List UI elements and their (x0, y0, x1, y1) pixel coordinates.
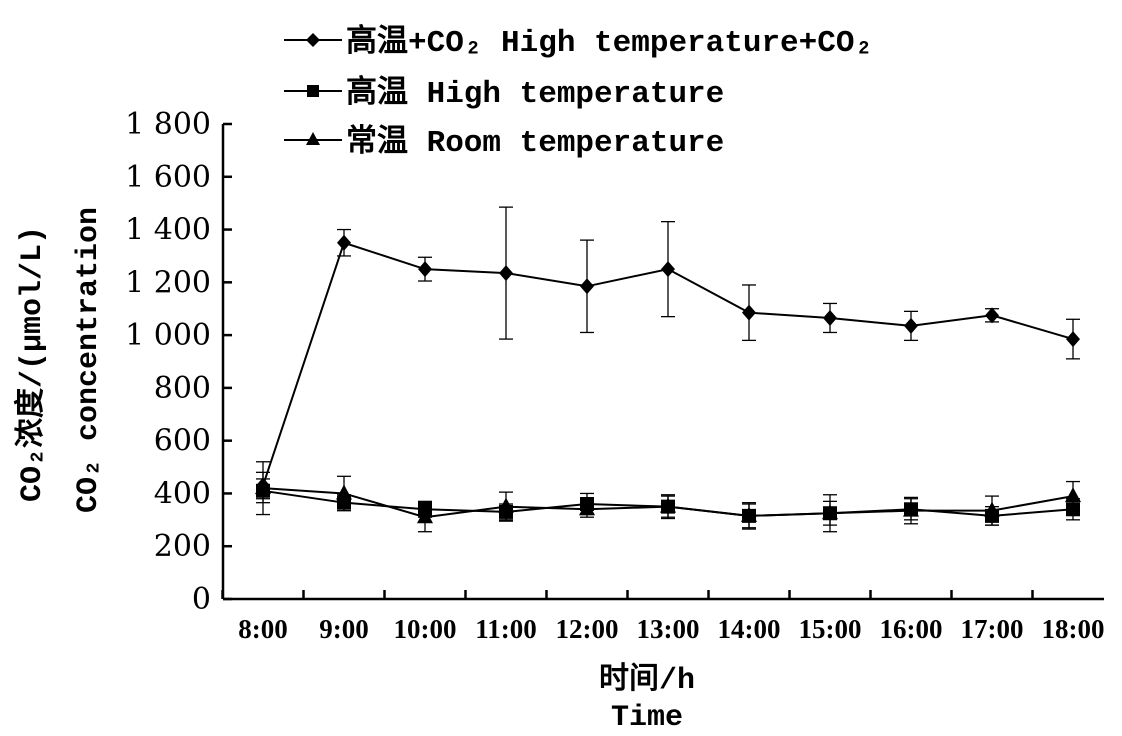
y-tick-label: 0 (192, 582, 211, 617)
series-diamond (256, 206, 1080, 500)
data-point-triangle (336, 484, 352, 500)
y-tick-label: 200 (154, 529, 211, 564)
data-point-triangle (660, 497, 676, 513)
legend-label-high-temp: 高温 High temperature (346, 75, 724, 112)
x-tick-label: 16:00 (880, 614, 943, 644)
data-point-diamond (904, 317, 918, 334)
data-point-diamond (499, 265, 513, 282)
y-tick-label: 1 400 (125, 213, 211, 248)
data-point-diamond (823, 309, 837, 326)
axes (221, 124, 1104, 601)
data-point-triangle (1065, 487, 1081, 503)
x-tick-label: 15:00 (799, 614, 862, 644)
y-tick-label: 1 200 (125, 265, 211, 300)
x-ticks: 8:00 9:00 10:00 11:00 12:00 13:00 14:00 15:00 16… (221, 590, 1105, 644)
data-point-triangle (903, 501, 919, 517)
data-point-triangle (984, 501, 1000, 517)
y-axis-title-english: CO₂ concentration (72, 207, 106, 513)
y-tick-label: 1 800 (125, 107, 211, 142)
legend-item-room-temp: 常温 Room temperature (284, 124, 724, 161)
legend-marker-diamond-icon (306, 33, 320, 47)
y-tick-label: 1 000 (125, 318, 211, 353)
series-layer (255, 206, 1081, 533)
x-axis-title-chinese: 时间/h (599, 662, 695, 698)
x-tick-label: 12:00 (556, 614, 619, 644)
data-point-diamond (661, 261, 675, 278)
data-point-diamond (742, 304, 756, 321)
x-tick-label: 8:00 (238, 614, 288, 644)
data-point-triangle (741, 506, 757, 522)
data-point-diamond (985, 307, 999, 324)
data-point-triangle (255, 479, 271, 495)
data-point-diamond (1066, 331, 1080, 348)
legend: 高温+CO₂ High temperature+CO₂ 高温 High temp… (284, 24, 873, 161)
x-tick-label: 17:00 (961, 614, 1024, 644)
legend-item-high-temp-co2: 高温+CO₂ High temperature+CO₂ (284, 24, 873, 61)
y-axis-title-chinese: CO₂浓度/(μmol/L) (14, 226, 50, 502)
data-point-diamond (337, 234, 351, 251)
legend-item-high-temp: 高温 High temperature (284, 75, 724, 112)
legend-marker-square-icon (307, 85, 319, 97)
x-axis-title-english: Time (611, 701, 683, 735)
y-tick-label: 800 (154, 371, 211, 406)
data-point-triangle (822, 504, 838, 520)
series-triangle (255, 461, 1081, 533)
y-ticks: 0 200 400 600 800 1 000 1 200 1 400 1 600 1 800 (125, 107, 232, 617)
legend-label-room-temp: 常温 Room temperature (346, 124, 724, 161)
legend-label-high-temp-co2: 高温+CO₂ High temperature+CO₂ (346, 24, 873, 61)
y-tick-label: 1 600 (125, 160, 211, 195)
x-tick-label: 10:00 (394, 614, 457, 644)
data-point-diamond (418, 261, 432, 278)
data-point-triangle (417, 508, 433, 524)
x-tick-label: 13:00 (637, 614, 700, 644)
x-tick-label: 18:00 (1042, 614, 1105, 644)
y-tick-label: 400 (154, 476, 211, 511)
x-tick-label: 14:00 (718, 614, 781, 644)
y-tick-label: 600 (154, 424, 211, 459)
legend-marker-triangle-icon (306, 132, 320, 145)
x-tick-label: 11:00 (475, 614, 537, 644)
data-point-triangle (579, 500, 595, 516)
data-point-diamond (580, 278, 594, 295)
x-tick-label: 9:00 (319, 614, 369, 644)
data-point-triangle (498, 497, 514, 513)
